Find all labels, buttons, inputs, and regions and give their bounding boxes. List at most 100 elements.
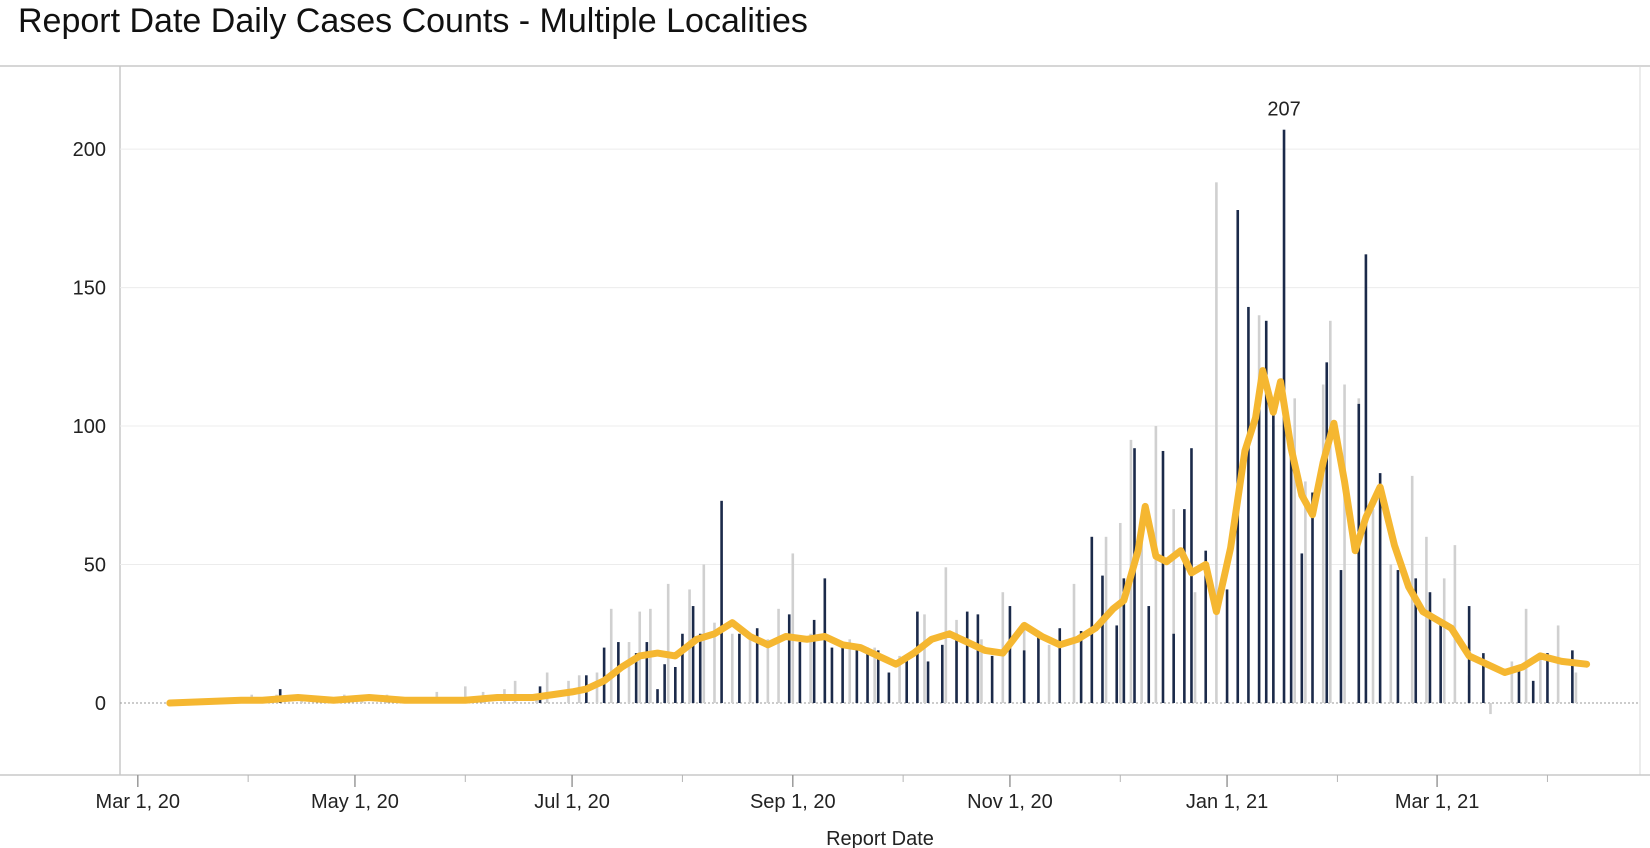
bar-primary — [1300, 553, 1304, 703]
bar-primary — [1122, 578, 1126, 703]
bar-primary — [1101, 575, 1104, 703]
y-tick-label: 0 — [95, 693, 106, 715]
bar-secondary — [1293, 398, 1297, 703]
bar-secondary — [791, 553, 795, 703]
y-axis: 0 50 100 150 200 — [73, 139, 106, 715]
bar-secondary — [809, 633, 812, 703]
bar-primary — [798, 642, 802, 703]
bar-secondary — [1140, 536, 1143, 703]
bar-primary — [656, 689, 659, 703]
gridlines — [120, 148, 1640, 704]
y-tick-label: 200 — [73, 139, 106, 161]
bar-primary — [1482, 653, 1485, 703]
bar-secondary — [980, 639, 983, 703]
y-tick-label: 50 — [84, 555, 106, 577]
bar-secondary — [1539, 655, 1542, 703]
bar-secondary — [713, 622, 716, 703]
bar-primary — [1311, 492, 1314, 703]
plot-frame — [0, 65, 1650, 776]
bar-primary — [720, 500, 723, 703]
bar-primary — [755, 628, 759, 703]
bar-primary — [602, 647, 606, 703]
bar-primary — [1183, 509, 1186, 703]
bar-secondary — [766, 639, 770, 703]
bar-secondary — [1304, 481, 1307, 703]
average-line-series — [166, 367, 1591, 707]
bar-primary — [674, 666, 677, 703]
chart-title: Report Date Daily Cases Counts - Multipl… — [18, 2, 808, 40]
bar-secondary — [777, 608, 780, 703]
bar-secondary — [1389, 564, 1393, 703]
bar-primary — [663, 664, 666, 703]
bar-secondary — [1047, 644, 1051, 703]
bar-secondary — [1172, 509, 1175, 703]
bar-secondary — [300, 700, 303, 703]
bars-primary-series — [278, 129, 1574, 703]
bar-secondary — [1154, 426, 1158, 703]
annotations: 207 — [1267, 99, 1300, 121]
bar-secondary — [1524, 608, 1528, 703]
bar-primary — [876, 650, 880, 703]
bar-primary — [1517, 666, 1521, 703]
bar-primary — [1546, 653, 1549, 703]
bar-primary — [1022, 650, 1026, 703]
bar-primary — [940, 644, 944, 703]
bar-primary — [681, 633, 684, 703]
y-tick-label: 150 — [73, 278, 106, 300]
bar-secondary — [898, 655, 901, 703]
bars-secondary-series — [250, 182, 1578, 715]
x-tick-label: May 1, 20 — [311, 791, 399, 813]
bar-primary — [905, 655, 908, 703]
average-line — [166, 367, 1591, 707]
bar-primary — [1058, 628, 1062, 703]
bar-primary — [1204, 550, 1208, 703]
bar-secondary — [1489, 702, 1492, 715]
bar-secondary — [1118, 522, 1122, 703]
bar-primary — [916, 611, 919, 703]
bar-primary — [1339, 570, 1343, 703]
bar-primary — [1257, 384, 1261, 703]
bar-secondary — [1556, 625, 1560, 703]
bar-primary — [787, 614, 791, 703]
bar-primary — [1264, 320, 1268, 703]
bar-secondary — [1343, 384, 1346, 703]
bar-secondary — [1453, 545, 1457, 703]
bar-secondary — [1574, 672, 1578, 703]
bar-secondary — [627, 642, 631, 703]
x-axis-title: Report Date — [826, 828, 934, 848]
bar-secondary — [609, 608, 613, 703]
bar-primary — [1571, 650, 1574, 703]
bar-secondary — [1329, 320, 1332, 703]
bar-primary — [1079, 630, 1083, 703]
bar-primary — [1247, 306, 1250, 703]
bar-secondary — [1321, 384, 1325, 703]
bar-primary — [841, 642, 844, 703]
bar-secondary — [923, 614, 926, 703]
bar-secondary — [666, 583, 670, 703]
bar-secondary — [1425, 536, 1428, 703]
y-tick-label: 100 — [73, 416, 106, 438]
bar-primary — [1037, 630, 1040, 703]
bar-secondary — [1215, 182, 1218, 703]
bar-secondary — [1371, 509, 1375, 703]
bar-primary — [1272, 398, 1275, 703]
x-tick-label: Mar 1, 21 — [1395, 791, 1479, 813]
bar-primary — [738, 633, 741, 703]
bar-primary — [1236, 210, 1240, 703]
bar-primary — [1115, 625, 1119, 703]
bar-primary — [887, 672, 891, 703]
bar-primary — [1225, 589, 1229, 703]
bar-primary — [691, 606, 695, 703]
bar-secondary — [730, 633, 734, 703]
peak-annotation: 207 — [1267, 99, 1300, 121]
bar-secondary — [513, 680, 517, 703]
bar-primary — [830, 647, 834, 703]
bar-primary — [866, 647, 869, 703]
x-tick-label: Nov 1, 20 — [967, 791, 1053, 813]
bar-primary — [1289, 448, 1293, 703]
bar-primary — [1439, 619, 1442, 703]
bar-primary — [823, 578, 827, 703]
bar-primary — [1147, 606, 1151, 703]
bar-primary — [1008, 606, 1012, 703]
